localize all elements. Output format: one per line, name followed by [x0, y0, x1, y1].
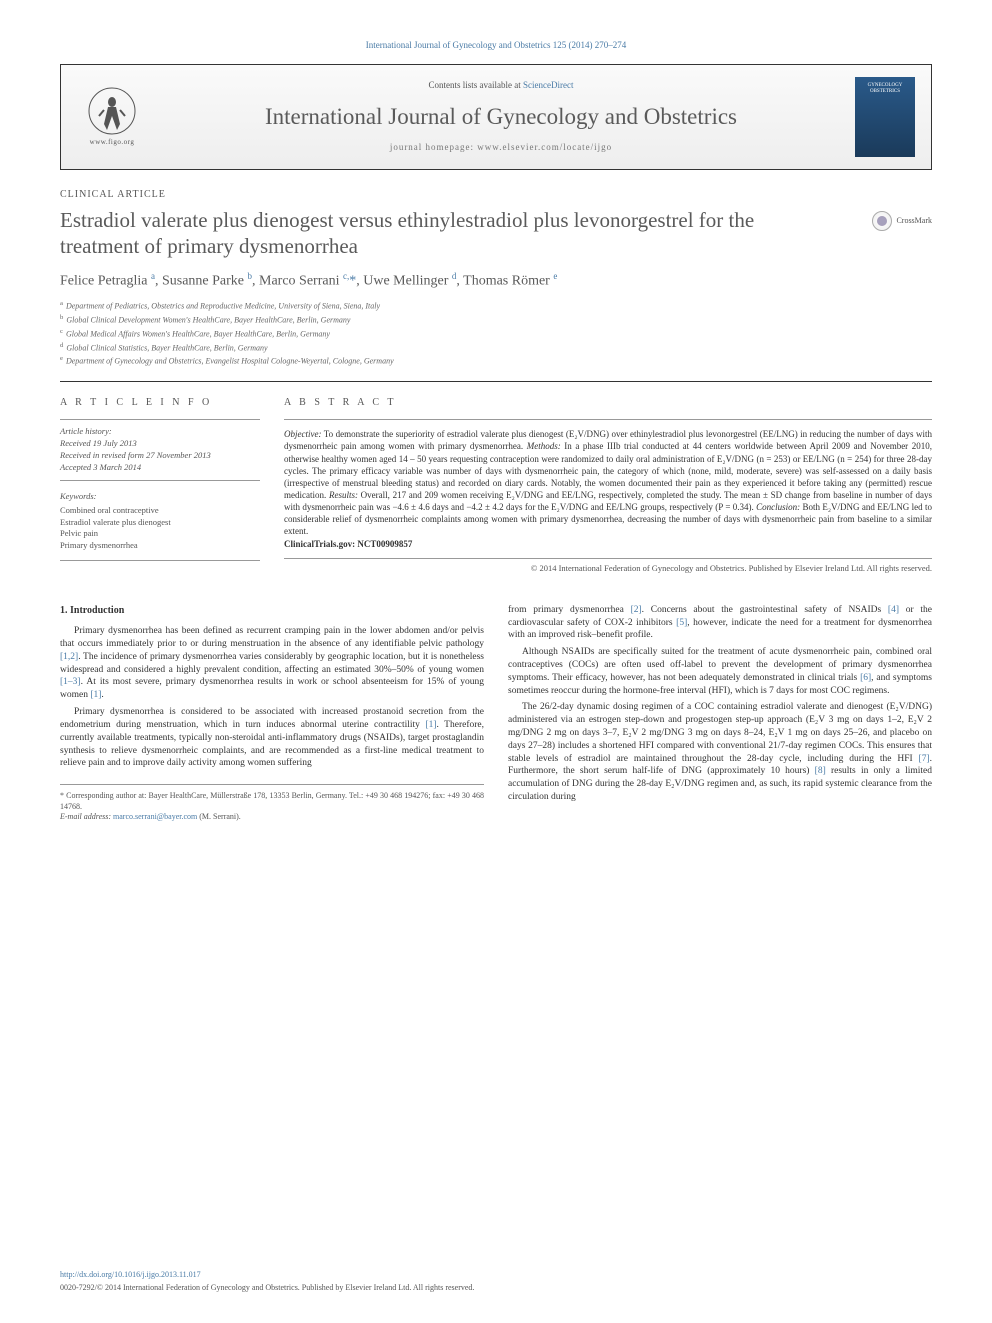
history-received: Received 19 July 2013: [60, 438, 260, 450]
crossmark-icon: [872, 211, 892, 231]
doi-link[interactable]: http://dx.doi.org/10.1016/j.ijgo.2013.11…: [60, 1270, 201, 1279]
contents-text: Contents lists available at: [429, 80, 523, 90]
figo-url: www.figo.org: [90, 138, 135, 147]
affiliation-item: eDepartment of Gynecology and Obstetrics…: [60, 354, 932, 367]
figo-logo: www.figo.org: [77, 82, 147, 152]
affiliation-item: cGlobal Medical Affairs Women's HealthCa…: [60, 327, 932, 340]
email-label: E-mail address:: [60, 812, 113, 821]
journal-homepage: journal homepage: www.elsevier.com/locat…: [157, 142, 845, 154]
column-right: from primary dysmenorrhea [2]. Concerns …: [508, 604, 932, 823]
authors-line: Felice Petraglia a, Susanne Parke b, Mar…: [60, 271, 932, 291]
issn-copyright: 0020-7292/© 2014 International Federatio…: [60, 1283, 932, 1293]
journal-cover-thumbnail: GYNECOLOGY OBSTETRICS: [855, 77, 915, 157]
homepage-url[interactable]: www.elsevier.com/locate/ijgo: [477, 142, 612, 152]
body-columns: 1. Introduction Primary dysmenorrhea has…: [60, 604, 932, 823]
abstract-heading: A B S T R A C T: [284, 396, 932, 409]
abstract: A B S T R A C T Objective: To demonstrat…: [284, 396, 932, 573]
journal-banner: www.figo.org Contents lists available at…: [60, 64, 932, 170]
keyword-item: Estradiol valerate plus dienogest: [60, 517, 260, 529]
corresponding-email: E-mail address: marco.serrani@bayer.com …: [60, 812, 484, 822]
abstract-text: Objective: To demonstrate the superiorit…: [284, 419, 932, 558]
affiliation-item: bGlobal Clinical Development Women's Hea…: [60, 313, 932, 326]
history-accepted: Accepted 3 March 2014: [60, 462, 260, 474]
para: from primary dysmenorrhea [2]. Concerns …: [508, 604, 932, 642]
cover-title: GYNECOLOGY OBSTETRICS: [857, 83, 913, 95]
para: Primary dysmenorrhea is considered to be…: [60, 706, 484, 770]
keyword-item: Primary dysmenorrhea: [60, 540, 260, 552]
keywords-block: Keywords: Combined oral contraceptive Es…: [60, 491, 260, 561]
corresponding-footnote: * Corresponding author at: Bayer HealthC…: [60, 784, 484, 822]
article-title: Estradiol valerate plus dienogest versus…: [60, 207, 932, 260]
affiliations: aDepartment of Pediatrics, Obstetrics an…: [60, 299, 932, 367]
article-info: A R T I C L E I N F O Article history: R…: [60, 396, 260, 573]
title-text: Estradiol valerate plus dienogest versus…: [60, 208, 754, 258]
crossmark-badge[interactable]: CrossMark: [872, 211, 932, 231]
banner-center: Contents lists available at ScienceDirec…: [147, 80, 855, 153]
keyword-item: Pelvic pain: [60, 528, 260, 540]
info-abstract-row: A R T I C L E I N F O Article history: R…: [60, 381, 932, 573]
article-info-heading: A R T I C L E I N F O: [60, 396, 260, 409]
affiliation-item: aDepartment of Pediatrics, Obstetrics an…: [60, 299, 932, 312]
para: The 26/2-day dynamic dosing regimen of a…: [508, 701, 932, 804]
header-citation: International Journal of Gynecology and …: [60, 40, 932, 52]
journal-name: International Journal of Gynecology and …: [157, 102, 845, 132]
para: Primary dysmenorrhea has been defined as…: [60, 625, 484, 702]
corresponding-text: * Corresponding author at: Bayer HealthC…: [60, 791, 484, 812]
page-footer: http://dx.doi.org/10.1016/j.ijgo.2013.11…: [60, 1270, 932, 1293]
para: Although NSAIDs are specifically suited …: [508, 646, 932, 697]
figo-logo-icon: [87, 86, 137, 136]
sciencedirect-link[interactable]: ScienceDirect: [523, 80, 573, 90]
history-revised: Received in revised form 27 November 201…: [60, 450, 260, 462]
section-heading-intro: 1. Introduction: [60, 604, 484, 618]
crossmark-label: CrossMark: [896, 216, 932, 226]
keywords-label: Keywords:: [60, 491, 260, 503]
email-name: (M. Serrani).: [197, 812, 241, 821]
homepage-label: journal homepage:: [390, 142, 477, 152]
contents-line: Contents lists available at ScienceDirec…: [157, 80, 845, 92]
abstract-copyright: © 2014 International Federation of Gynec…: [284, 563, 932, 574]
article-type: CLINICAL ARTICLE: [60, 188, 932, 201]
affiliation-item: dGlobal Clinical Statistics, Bayer Healt…: [60, 341, 932, 354]
column-left: 1. Introduction Primary dysmenorrhea has…: [60, 604, 484, 823]
keyword-item: Combined oral contraceptive: [60, 505, 260, 517]
history-block: Article history: Received 19 July 2013 R…: [60, 419, 260, 481]
email-link[interactable]: marco.serrani@bayer.com: [113, 812, 197, 821]
history-label: Article history:: [60, 426, 260, 438]
